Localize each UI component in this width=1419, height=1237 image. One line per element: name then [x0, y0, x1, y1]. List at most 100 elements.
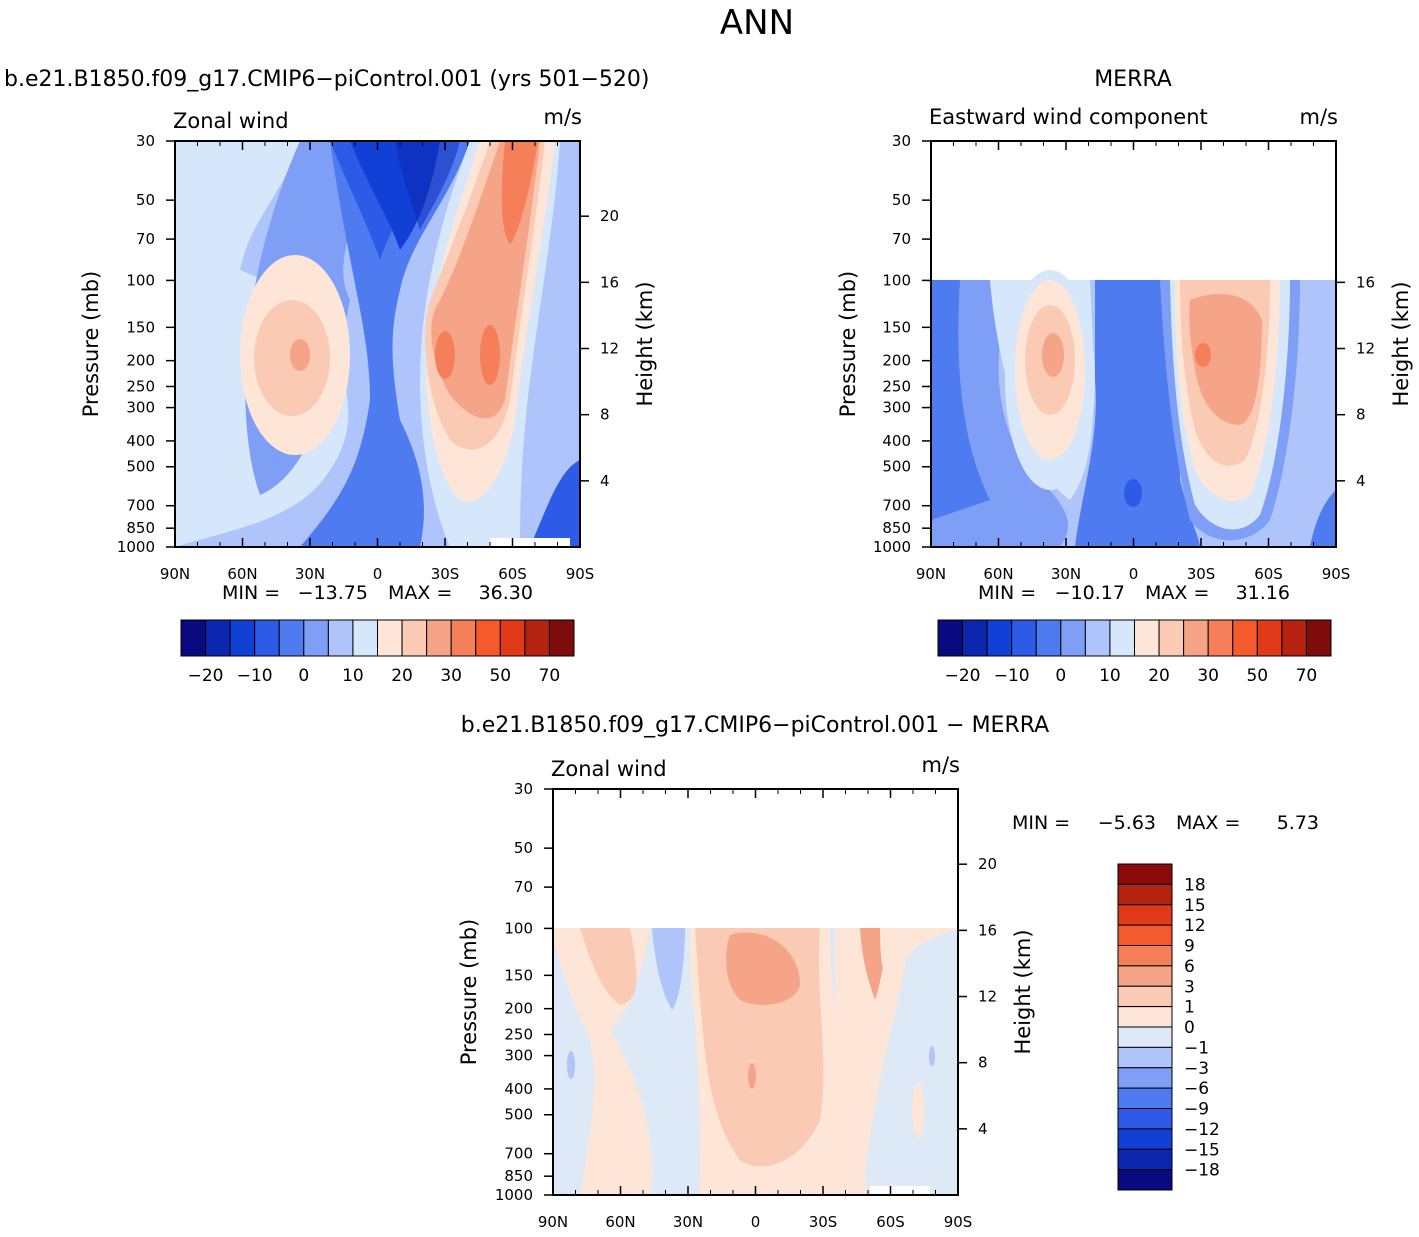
contour-band [290, 339, 310, 371]
y-tick-label: 250 [126, 377, 155, 395]
y-tick-label: 150 [882, 318, 911, 336]
contour-band [652, 928, 685, 1010]
colorbar-label: 30 [1197, 666, 1219, 686]
colorbar-swatch [1117, 945, 1173, 967]
colorbar-label: −20 [945, 666, 981, 686]
min-label: MIN = [978, 582, 1036, 604]
colorbar-swatch [278, 619, 305, 657]
min-max: MIN = −5.63 MAX = 5.73 [1012, 812, 1319, 834]
panel-title: b.e21.B1850.f09_g17.CMIP6−piControl.001 … [461, 713, 1049, 738]
colorbar-swatch [1256, 619, 1283, 657]
max-label: MAX = [1176, 812, 1240, 834]
contour-band [1124, 479, 1142, 507]
x-tick-label: 60N [605, 1213, 635, 1231]
y-tick-label: 70 [514, 878, 533, 896]
variable-label: Zonal wind [551, 757, 667, 781]
colorbar-label: 30 [440, 666, 462, 686]
colorbar-swatch [426, 619, 452, 657]
variable-label: Eastward wind component [929, 105, 1208, 129]
y2-tick-label: 12 [978, 988, 997, 1006]
min-label: MIN = [222, 582, 280, 604]
contour-band [1310, 490, 1336, 547]
x-tick-label: 60S [498, 565, 527, 583]
colorbar-swatch [548, 619, 575, 657]
y2-tick-label: 4 [1356, 472, 1366, 490]
units-label: m/s [1300, 105, 1338, 129]
colorbar-swatch [1281, 619, 1307, 657]
colorbar-swatch [1183, 619, 1209, 657]
colorbar-swatch [1232, 619, 1258, 657]
y-tick-label: 500 [126, 458, 155, 476]
colorbar-swatch [1011, 619, 1037, 657]
colorbar-swatch [1117, 1148, 1173, 1171]
y-tick-label: 400 [504, 1080, 533, 1098]
colorbar-label: 0 [298, 666, 309, 686]
x-tick-label: 30N [1051, 565, 1081, 583]
colorbar-swatch [352, 619, 378, 657]
colorbar-label: 70 [1296, 666, 1318, 686]
y-tick-label: 150 [126, 318, 155, 336]
colorbar-swatch [180, 619, 207, 657]
contour-band [1195, 343, 1211, 367]
y-tick-label: 30 [892, 132, 911, 150]
max-value: 5.73 [1277, 812, 1319, 834]
y-axis-label: Pressure (mb) [836, 271, 860, 418]
contour-band [580, 928, 637, 1005]
colorbar-swatch [1060, 619, 1086, 657]
min-max: MIN = −10.17 MAX = 31.16 [978, 582, 1290, 604]
y2-tick-label: 20 [978, 855, 997, 873]
y2-axis-label: Height (km) [1389, 281, 1413, 406]
x-tick-label: 30S [1187, 565, 1216, 583]
y-tick-label: 50 [892, 191, 911, 209]
max-label: MAX = [1145, 582, 1209, 604]
colorbar-swatch [254, 619, 280, 657]
colorbar-swatch [475, 619, 501, 657]
colorbar-label: 50 [1246, 666, 1268, 686]
x-tick-label: 30S [809, 1213, 838, 1231]
colorbar-swatch [1117, 965, 1173, 987]
colorbar-label: −1 [1184, 1038, 1209, 1058]
colorbar-label: 10 [342, 666, 364, 686]
y-tick-label: 100 [126, 271, 155, 289]
colorbar-swatch [1117, 1087, 1173, 1109]
panel-merra: MERRA Eastward wind component m/s 90N 60 [836, 67, 1413, 686]
colorbar-swatch [205, 619, 231, 657]
x-tick-label: 60S [876, 1213, 905, 1231]
colorbar-swatch [937, 619, 964, 657]
variable-label: Zonal wind [173, 109, 289, 133]
axis-ticks: 90N 60N 30N 0 30S 60S 90S 30 50 70 100 150 200 250 300… [873, 132, 1375, 583]
x-tick-label: 30N [295, 565, 325, 583]
colorbar-swatch [450, 619, 477, 657]
min-label: MIN = [1012, 812, 1070, 834]
colorbar-label: 0 [1055, 666, 1066, 686]
colorbar-swatch [1117, 924, 1173, 946]
y-tick-label: 300 [126, 399, 155, 417]
colorbar-swatch [1117, 1067, 1173, 1089]
y-tick-label: 850 [882, 519, 911, 537]
colorbar-label: 9 [1184, 937, 1195, 957]
x-tick-label: 90N [538, 1213, 568, 1231]
colorbar-swatch [1207, 619, 1234, 657]
colorbar-swatch [1117, 1006, 1173, 1028]
main-title: ANN [720, 3, 794, 43]
colorbar-label: −10 [237, 666, 273, 686]
y2-tick-label: 16 [1356, 273, 1375, 291]
max-label: MAX = [388, 582, 452, 604]
colorbar-label: 15 [1184, 896, 1206, 916]
x-tick-label: 0 [1129, 565, 1139, 583]
axis-ticks: 90N 60N 30N 0 30S 60S 90S 30 50 70 100 150 200 250 300… [495, 780, 997, 1231]
y-tick-label: 700 [504, 1145, 533, 1163]
y-tick-label: 400 [126, 432, 155, 450]
colorbar-swatch [1117, 985, 1173, 1008]
y-tick-label: 200 [882, 352, 911, 370]
y-tick-label: 200 [126, 352, 155, 370]
y-tick-label: 30 [136, 132, 155, 150]
y2-tick-label: 12 [600, 340, 619, 358]
colorbar-swatch [499, 619, 526, 657]
y-tick-label: 100 [882, 271, 911, 289]
contour-band [880, 928, 958, 976]
colorbar-swatch [1117, 863, 1173, 885]
panel-title: b.e21.B1850.f09_g17.CMIP6−piControl.001 … [4, 67, 649, 92]
